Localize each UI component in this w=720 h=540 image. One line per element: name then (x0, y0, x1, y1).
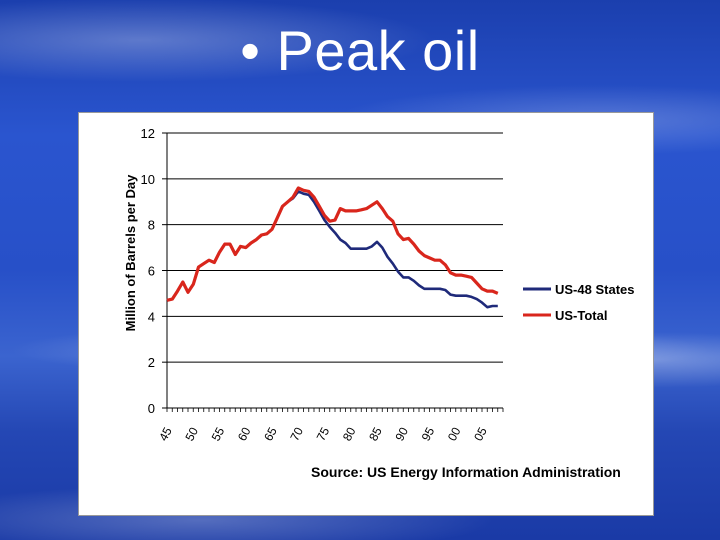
x-tick-label: 55 (209, 425, 228, 444)
y-tick-label: 4 (148, 309, 155, 324)
axes-layer: 0 2 4 6 8 10 12 45 50 55 60 65 70 75 80 85 90 95 00 05 (141, 126, 504, 444)
x-tick-label: 90 (392, 425, 411, 444)
source-note: Source: US Energy Information Administra… (311, 464, 621, 480)
x-tick-label: 70 (287, 425, 306, 444)
x-tick-label: 95 (419, 425, 438, 444)
slide-title: • Peak oil (240, 19, 480, 82)
legend-label-ustotal: US-Total (555, 308, 607, 323)
series-line-ustotal (166, 186, 499, 302)
chart-panel: 0 2 4 6 8 10 12 45 50 55 60 65 70 75 80 85 90 95 00 05 Mill… (78, 112, 654, 516)
x-tick-label: 65 (261, 425, 280, 444)
x-tick-label: 45 (156, 425, 175, 444)
x-tick-label: 05 (471, 425, 490, 444)
y-tick-label: 0 (148, 401, 155, 416)
y-tick-label: 10 (141, 172, 155, 187)
y-tick-label: 2 (148, 355, 155, 370)
x-tick-label: 85 (366, 425, 385, 444)
series-layer (166, 186, 499, 309)
x-tick-label: 00 (445, 425, 464, 444)
y-tick-label: 6 (148, 264, 155, 279)
x-tick-label: 75 (314, 425, 333, 444)
legend-label-us48: US-48 States (555, 282, 634, 297)
series-line-us48 (166, 190, 498, 309)
y-tick-label: 8 (148, 218, 155, 233)
y-tick-label: 12 (141, 126, 155, 141)
legend: US-48 States US-Total (523, 282, 634, 323)
x-tick-label: 80 (340, 425, 359, 444)
x-tick-label: 50 (182, 425, 201, 444)
chart-svg: 0 2 4 6 8 10 12 45 50 55 60 65 70 75 80 85 90 95 00 05 Mill… (123, 126, 634, 480)
y-axis-label: Million of Barrels per Day (123, 174, 138, 332)
grid-layer (167, 132, 503, 363)
x-tick-label: 60 (235, 425, 254, 444)
